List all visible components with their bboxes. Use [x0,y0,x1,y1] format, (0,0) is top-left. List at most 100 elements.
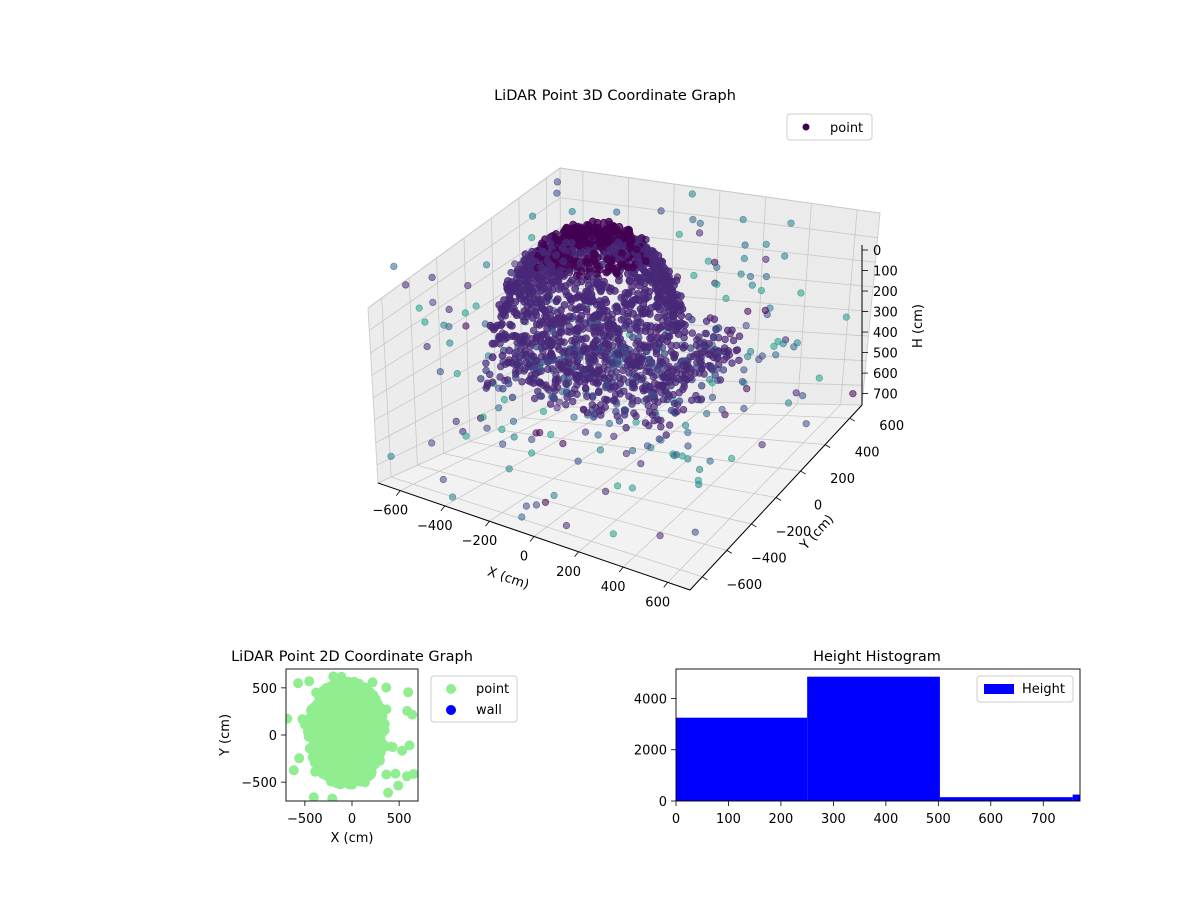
point-3d-2046 [548,351,556,360]
z-tick-3d-4: 400 [873,326,898,341]
legend-2d-marker-point [446,684,456,694]
point-3d-1804 [637,354,646,363]
point-3d-835 [602,396,611,404]
point-2d-912 [390,768,401,779]
point-3d-1392 [628,379,637,388]
point-3d-1888 [526,300,535,308]
point-3d-134 [568,208,576,216]
point-3d-42 [528,435,536,444]
point-3d-1287 [664,332,673,341]
point-3d-1917 [662,303,671,311]
point-3d-203 [740,404,748,413]
point-3d-2051 [521,250,530,259]
point-3d-7 [581,428,590,436]
point-3d-54 [684,442,692,450]
grid-floor-y-2 [443,452,752,525]
point-3d-938 [660,373,669,381]
point-3d-148 [849,390,857,398]
point-3d-626 [596,401,605,409]
legend-2d-label-point: point [476,682,509,697]
chart-histogram: Height Histogram 0 100 200 300 400 500 600 700 … [634,649,1081,827]
point-3d-109 [727,454,736,463]
point-3d-2011 [510,307,519,316]
point-3d-660 [650,402,658,411]
point-3d-1603 [513,360,521,369]
point-3d-1978 [655,291,664,300]
point-3d-1937 [530,274,538,283]
x-axis-label-3d: X (cm) [485,565,531,593]
point-3d-802 [635,333,643,342]
point-3d-669 [603,347,612,355]
point-3d-353 [612,408,620,416]
point-3d-1960 [641,245,650,254]
point-3d-1840 [605,262,613,271]
histogram-bar-0 [676,717,808,801]
point-3d-1767 [624,309,632,318]
point-3d-196 [390,262,398,271]
legend-2d-marker-wall [446,705,456,715]
point-3d-23 [605,419,614,428]
point-3d-671 [588,401,596,409]
x-tick-3d-mark-0 [395,490,401,496]
point-3d-143 [505,465,513,473]
chart-3d: LiDAR Point 3D Coordinate Graph −600 −400… [367,88,926,610]
point-3d-235 [684,455,692,463]
point-3d-1950 [572,231,581,239]
point-3d-453 [660,350,669,358]
point-3d-2055 [584,223,593,232]
point-3d-315 [508,393,517,402]
point-3d-702 [626,326,634,334]
point-3d-675 [714,360,723,369]
chart-2d-title: LiDAR Point 2D Coordinate Graph [231,649,473,665]
histogram-title: Height Histogram [813,649,941,665]
point-3d-67 [453,370,461,378]
histogram-bars [676,676,1080,801]
point-3d-251 [570,413,578,421]
point-3d-2043 [671,306,679,315]
x-tick-3d-mark-4 [574,551,579,558]
point-3d-1064 [547,318,556,327]
point-3d-52 [637,460,645,468]
point-3d-1989 [633,253,642,261]
point-3d-733 [568,337,576,345]
point-3d-20 [696,219,704,227]
histogram-frame [675,668,1081,802]
point-3d-947 [672,368,681,377]
point-3d-40 [428,273,436,282]
point-3d-901 [709,353,718,362]
point-3d-902 [551,386,559,395]
point-3d-225 [842,313,850,321]
point-3d-145 [657,207,665,215]
point-3d-589 [621,406,630,415]
point-3d-18 [689,216,697,224]
point-3d-1914 [577,251,586,260]
point-3d-945 [557,338,566,346]
point-2d-951 [363,735,374,746]
point-3d-2003 [670,281,678,290]
point-3d-906 [649,373,658,381]
point-3d-119 [518,513,526,521]
point-3d-231 [670,452,678,460]
point-3d-1788 [589,278,598,287]
point-3d-1809 [595,284,604,292]
point-3d-560 [546,400,555,408]
point-3d-1641 [577,267,586,276]
point-3d-113 [428,439,436,447]
point-3d-206 [746,348,755,356]
point-3d-1175 [577,311,586,320]
point-3d-205 [741,241,749,249]
y-tick-2d-2: 500 [252,682,277,697]
grid-left-z-2 [370,227,561,354]
point-3d-512 [622,424,630,432]
point-3d-1878 [605,373,613,382]
grid-back-x-5 [797,203,812,404]
histogram-x-tick-3: 300 [821,812,846,827]
point-3d-584 [499,385,507,393]
point-3d-1240 [585,374,594,383]
point-2d-897 [360,758,371,769]
legend-2d: point wall [430,675,518,723]
point-3d-534 [692,341,701,349]
point-3d-1820 [544,285,553,294]
y-tick-2d-0: −500 [241,776,277,791]
point-3d-1477 [561,282,570,291]
